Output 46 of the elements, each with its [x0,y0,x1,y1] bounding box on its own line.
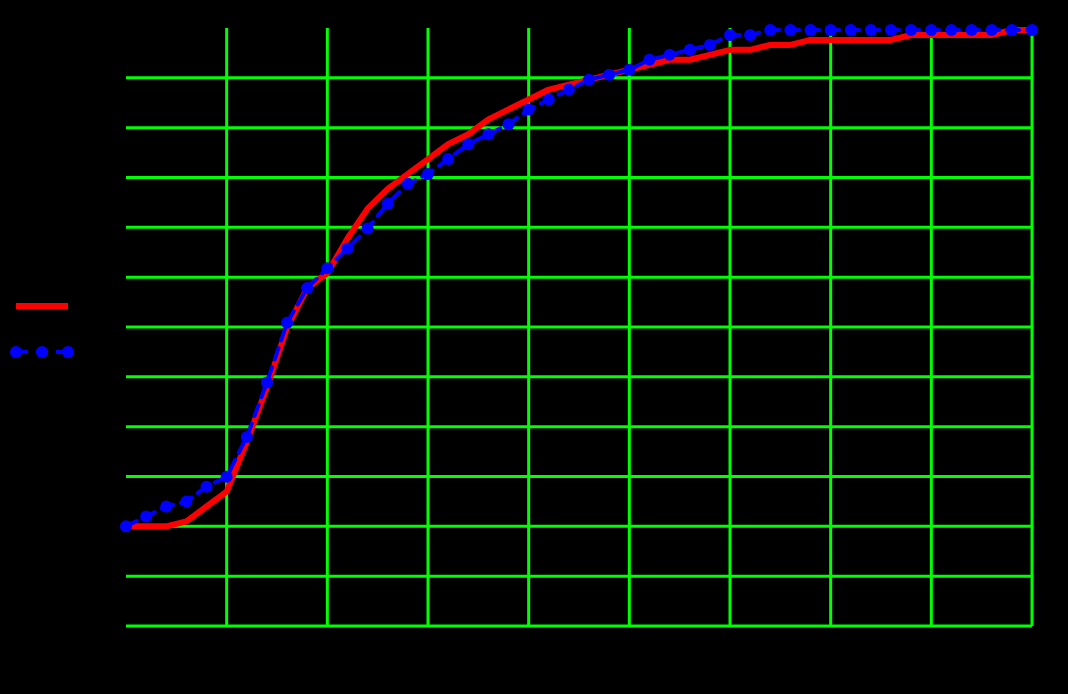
point [945,24,958,36]
point [140,510,153,523]
point [744,28,757,41]
point [341,242,354,255]
point [764,24,777,36]
point [905,24,918,36]
point [502,118,515,131]
point [603,68,616,81]
point [542,93,555,106]
point [623,63,636,76]
point [422,167,434,180]
point [462,138,475,151]
point [1026,24,1038,36]
point [844,24,857,36]
point [442,153,455,166]
point [281,316,294,329]
point [321,262,334,275]
point [965,24,978,36]
point [804,24,817,36]
point [885,24,898,36]
point [703,38,716,51]
point [220,470,233,483]
point [301,282,314,295]
point [562,83,575,96]
point [663,48,676,61]
point [180,495,193,508]
point [401,177,414,190]
point [784,24,797,36]
point [643,53,656,66]
point [683,43,696,56]
point [120,520,132,533]
point [381,197,394,210]
point [724,28,736,41]
point [240,430,253,443]
point [522,103,535,116]
point [985,24,998,36]
point [200,480,213,493]
point [824,24,837,36]
point [1005,24,1018,36]
point [160,500,173,513]
point [260,376,273,389]
point [482,128,495,141]
point [864,24,877,36]
point [583,73,596,86]
point [925,24,938,36]
point [361,222,374,235]
